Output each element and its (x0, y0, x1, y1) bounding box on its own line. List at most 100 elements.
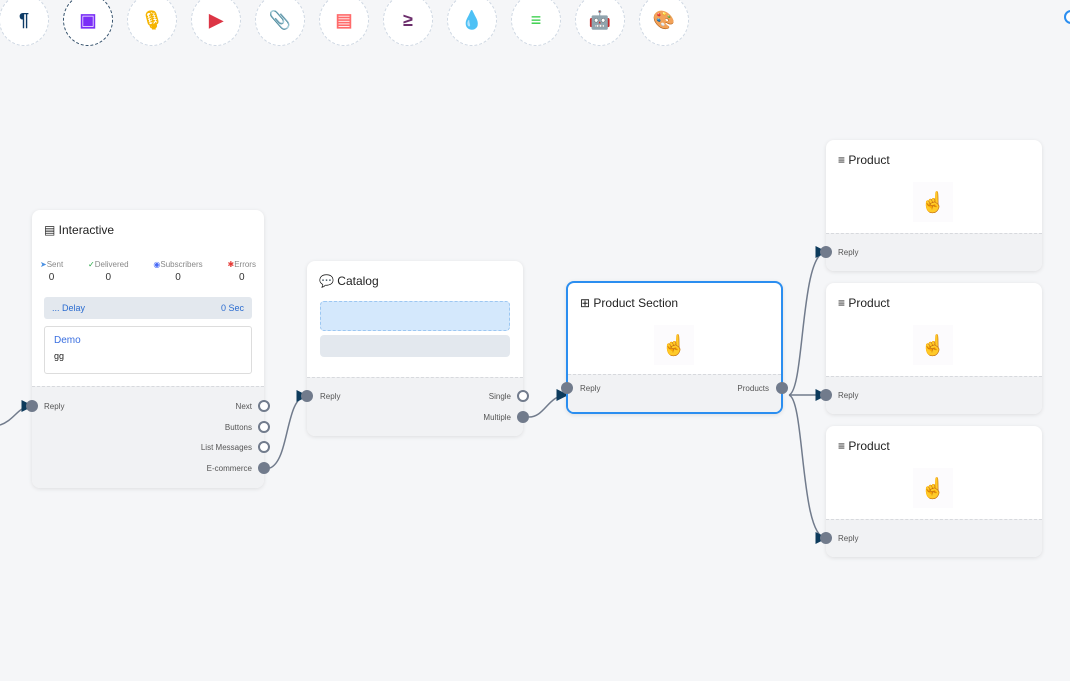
hand-pointer-icon: ☝ (654, 325, 694, 365)
toolbar-button[interactable]: 📎 (255, 0, 305, 46)
card-title: Demo (54, 335, 81, 346)
single-port[interactable] (517, 390, 529, 402)
reply-port[interactable] (820, 532, 832, 544)
toolbar-button[interactable]: ≡ (511, 0, 561, 46)
node-footer: Reply (820, 376, 1042, 414)
title-text: Product Section (593, 296, 679, 310)
robot-icon: 🤖 (588, 9, 612, 30)
ecommerce-port[interactable] (258, 462, 270, 474)
message-card[interactable]: Demo gg (44, 326, 252, 374)
edge-icon[interactable] (1064, 10, 1070, 24)
stat-label: Delivered (94, 260, 129, 269)
node-title: ≡ Product (838, 439, 890, 453)
reply-port[interactable] (561, 382, 573, 394)
paragraph-icon: ¶ (18, 9, 29, 30)
product-node[interactable]: ≡ Product ☝ Reply (820, 140, 1042, 271)
send-icon: ➤ (40, 260, 47, 269)
product-node[interactable]: ≡ Product ☝ Reply (820, 283, 1042, 414)
droplet-icon: 💧 (460, 9, 484, 30)
title-text: Interactive (58, 223, 115, 237)
stat-label: Sent (46, 260, 64, 269)
product-section-node[interactable]: ⊞ Product Section ☝ Reply Products (561, 281, 788, 414)
bars-icon: ≡ (838, 296, 849, 310)
title-text: Catalog (337, 274, 379, 288)
stat-sent: ➤Sent 0 (40, 260, 63, 283)
node-footer: Reply Products (561, 374, 788, 412)
node-footer: Reply (820, 519, 1042, 557)
stat-value: 0 (175, 272, 181, 283)
toolbar-button[interactable]: 🤖 (575, 0, 625, 46)
list-messages-port[interactable] (258, 441, 270, 453)
node-footer: Reply (820, 233, 1042, 271)
reply-port[interactable] (820, 389, 832, 401)
output-label-ecommerce: E-commerce (206, 464, 252, 473)
toolbar-button[interactable]: ▤ (319, 0, 369, 46)
newspaper-icon: ▤ (335, 9, 353, 30)
node-title: ⊞ Product Section (580, 296, 678, 310)
comment-dots-icon: 💬 (319, 274, 338, 288)
reply-port[interactable] (26, 400, 38, 412)
hand-pointer-icon: ☝ (913, 468, 953, 508)
bug-icon: ✱ (227, 260, 235, 269)
toolbar-button[interactable]: 💧 (447, 0, 497, 46)
reply-label: Reply (838, 534, 859, 543)
edge-products-3 (788, 394, 828, 544)
bars-icon: ≡ (838, 153, 849, 167)
reply-port[interactable] (301, 390, 313, 402)
stack-overflow-icon: ≡ (530, 9, 542, 30)
catalog-node[interactable]: 💬 Catalog Reply Single Multiple (301, 261, 529, 436)
stat-delivered: ✓Delivered 0 (88, 260, 129, 283)
youtube-icon: ▶ (209, 9, 223, 30)
edge-products-1 (788, 246, 828, 396)
node-title: 💬 Catalog (319, 274, 379, 288)
check-circle-icon: ✓ (88, 260, 95, 269)
output-label-products: Products (737, 384, 769, 393)
node-title: ≡ Product (838, 153, 890, 167)
toolbar-button[interactable]: ▣ (63, 0, 113, 46)
product-node[interactable]: ≡ Product ☝ Reply (820, 426, 1042, 557)
output-label-single: Single (488, 392, 511, 401)
node-title: ▤ Interactive (44, 223, 114, 237)
multiple-port[interactable] (517, 411, 529, 423)
edge-ecommerce-catalog (269, 390, 309, 469)
reply-label: Reply (838, 391, 859, 400)
buttons-port[interactable] (258, 421, 270, 433)
toolbar-button[interactable]: 🎙 (127, 0, 177, 46)
toolbar-button[interactable]: ▶ (191, 0, 241, 46)
palette-icon: 🎨 (652, 9, 676, 30)
stat-value: 0 (48, 272, 55, 283)
output-label-multiple: Multiple (483, 413, 511, 422)
stat-label: Errors (234, 260, 256, 269)
stat-subscribers: ◉Subscribers 0 (153, 260, 202, 283)
toolbar-button[interactable]: ¶ (0, 0, 49, 46)
title-text: Product (848, 439, 890, 453)
table-icon: ⊞ (580, 296, 594, 310)
output-label-next: Next (235, 402, 252, 411)
toolbar-button[interactable]: ≥ (383, 0, 433, 46)
user-circle-icon: ◉ (153, 260, 161, 269)
delay-bar[interactable]: ... Delay 0 Sec (44, 297, 252, 319)
stat-value: 0 (105, 272, 112, 283)
stat-value: 0 (238, 272, 245, 283)
newspaper-icon: ▤ (44, 223, 59, 237)
hand-pointer-icon: ☝ (913, 325, 953, 365)
toolbar-button[interactable]: 🎨 (639, 0, 689, 46)
node-footer: Reply Next Buttons List Messages E-comme… (26, 386, 270, 488)
node-footer: Reply Single Multiple (301, 377, 529, 436)
products-port[interactable] (776, 382, 788, 394)
delay-label: ... Delay (52, 303, 86, 313)
reply-port[interactable] (820, 246, 832, 258)
stats-row: ➤Sent 0 ✓Delivered 0 ◉Subscribers 0 ✱Errors… (40, 260, 256, 283)
reply-label: Reply (320, 392, 341, 401)
image-icon: ▣ (79, 9, 97, 30)
catalog-dropzone[interactable] (320, 301, 510, 331)
catalog-placeholder (320, 335, 510, 357)
reply-label: Reply (838, 248, 859, 257)
reply-label: Reply (44, 402, 65, 411)
bars-icon: ≡ (838, 439, 849, 453)
next-port[interactable] (258, 400, 270, 412)
interactive-node[interactable]: ▤ Interactive ➤Sent 0 ✓Delivered 0 ◉Subscr… (26, 210, 270, 488)
card-text: gg (54, 351, 65, 361)
stat-label: Subscribers (160, 260, 203, 269)
